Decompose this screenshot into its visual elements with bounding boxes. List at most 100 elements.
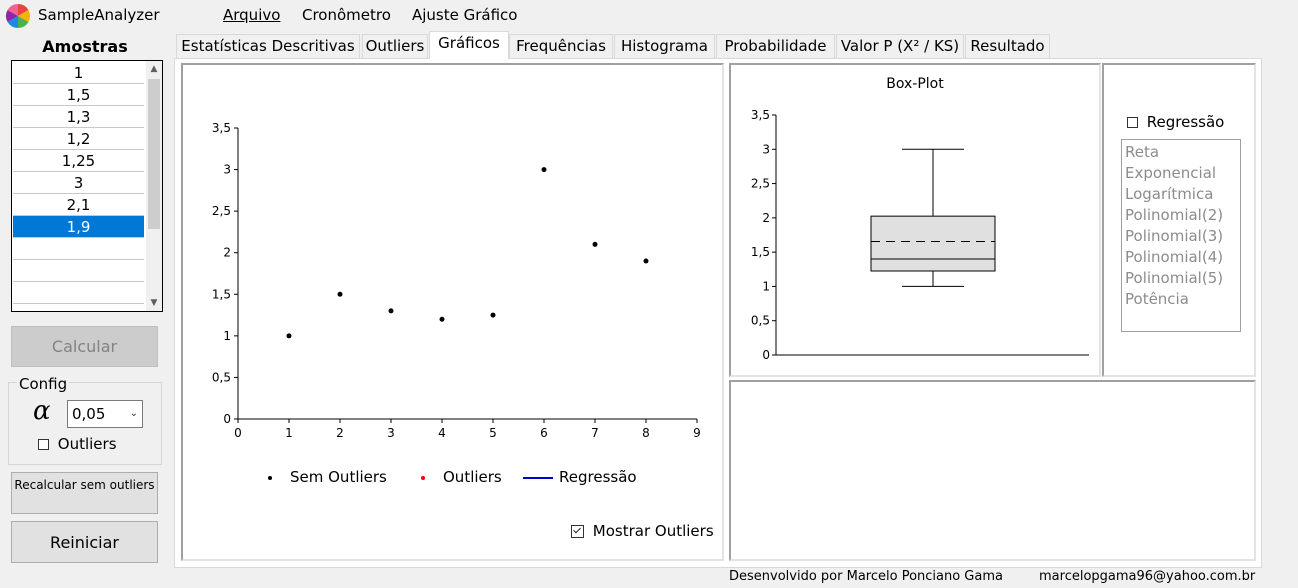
- data-point: [286, 333, 292, 339]
- boxplot-title: Box-Plot: [886, 76, 944, 92]
- tab-valor-p[interactable]: Valor P (X² / KS): [836, 34, 964, 58]
- box-y-tick-label: 1: [762, 279, 770, 293]
- tab-frequencias[interactable]: Frequências: [509, 34, 613, 58]
- footer-credit: Desenvolvido por Marcelo Ponciano Gama: [729, 569, 1003, 584]
- regressao-checkbox-box[interactable]: [1127, 117, 1138, 128]
- data-point: [439, 316, 445, 322]
- x-tick-label: 0: [234, 426, 242, 440]
- alpha-select-value: 0,05: [72, 405, 106, 423]
- samples-title: Amostras: [42, 37, 128, 56]
- tab-probabilidade[interactable]: Probabilidade: [716, 34, 835, 58]
- mostrar-outliers-checkbox[interactable]: Mostrar Outliers: [571, 522, 714, 540]
- footer-email: marcelopgama96@yahoo.com.br: [1039, 569, 1256, 584]
- y-tick-label: 1,5: [212, 287, 231, 301]
- y-tick-label: 3: [223, 163, 231, 177]
- tab-outliers[interactable]: Outliers: [362, 34, 428, 58]
- legend-regressao-label: Regressão: [559, 468, 637, 486]
- regression-option[interactable]: Polinomial(4): [1125, 248, 1224, 266]
- iqr-box: [870, 215, 996, 272]
- menu-arquivo[interactable]: Arquivo: [223, 6, 280, 24]
- scroll-thumb[interactable]: [148, 79, 160, 229]
- box-y-tick-label: 0: [762, 348, 770, 362]
- reiniciar-button[interactable]: Reiniciar: [11, 521, 158, 563]
- regression-option[interactable]: Polinomial(3): [1125, 227, 1224, 245]
- box-y-tick-label: 0,5: [751, 314, 770, 328]
- data-point: [541, 167, 547, 173]
- data-point: [337, 291, 343, 297]
- chevron-down-icon: ⌄: [129, 408, 138, 419]
- tab-resultado[interactable]: Resultado: [965, 34, 1050, 58]
- config-title: Config: [17, 375, 70, 393]
- data-point: [388, 308, 394, 314]
- data-point: [592, 241, 598, 247]
- mostrar-outliers-checkbox-box[interactable]: [571, 525, 584, 538]
- regression-type-list[interactable]: Reta Exponencial Logarítmica Polinomial(2) P…: [1121, 139, 1241, 332]
- x-tick-label: 3: [387, 426, 395, 440]
- outliers-checkbox-box[interactable]: [38, 439, 49, 450]
- box-y-tick-label: 2: [762, 211, 770, 225]
- mostrar-outliers-label: Mostrar Outliers: [592, 522, 714, 540]
- sample-row[interactable]: 3: [13, 172, 144, 194]
- outliers-checkbox[interactable]: Outliers: [38, 435, 117, 453]
- sample-row-empty[interactable]: [13, 282, 144, 304]
- calcular-button[interactable]: Calcular: [11, 326, 158, 367]
- menu-cronometro[interactable]: Cronômetro: [302, 6, 391, 24]
- regressao-checkbox[interactable]: Regressão: [1127, 113, 1224, 131]
- legend-outliers: Outliers: [421, 468, 502, 486]
- recalcular-sem-outliers-button[interactable]: Recalcular sem outliers: [11, 472, 158, 514]
- menu-ajuste-grafico[interactable]: Ajuste Gráfico: [412, 6, 518, 24]
- sample-row-empty[interactable]: [13, 260, 144, 282]
- sample-row[interactable]: 1,2: [13, 128, 144, 150]
- x-tick-label: 4: [438, 426, 446, 440]
- x-tick-label: 1: [285, 426, 293, 440]
- legend-outliers-label: Outliers: [443, 468, 502, 486]
- samples-scrollbar[interactable]: ▲ ▼: [146, 61, 162, 311]
- result-panel: [729, 380, 1256, 561]
- x-tick-label: 2: [336, 426, 344, 440]
- sample-row[interactable]: 1: [13, 62, 144, 84]
- y-tick-label: 1: [223, 329, 231, 343]
- regression-option[interactable]: Polinomial(2): [1125, 206, 1224, 224]
- sample-row[interactable]: 1,3: [13, 106, 144, 128]
- regression-option[interactable]: Exponencial: [1125, 164, 1217, 182]
- box-y-tick-label: 2,5: [751, 177, 770, 191]
- box-y-tick-label: 3,5: [751, 108, 770, 122]
- legend-dot-black-icon: [268, 475, 272, 480]
- sample-row[interactable]: 1,9: [13, 216, 144, 238]
- y-tick-label: 0,5: [212, 370, 231, 384]
- tab-graficos[interactable]: Gráficos: [429, 31, 509, 59]
- x-tick-label: 8: [642, 426, 650, 440]
- scroll-down-icon[interactable]: ▼: [150, 298, 158, 308]
- y-tick-label: 0: [223, 412, 231, 426]
- sample-row[interactable]: 1,5: [13, 84, 144, 106]
- regression-option[interactable]: Potência: [1125, 290, 1189, 308]
- box-y-tick-label: 3: [762, 142, 770, 156]
- app-title: SampleAnalyzer: [38, 6, 160, 24]
- sample-row-empty[interactable]: [13, 238, 144, 260]
- alpha-select[interactable]: 0,05 ⌄: [67, 400, 143, 428]
- x-tick-label: 7: [591, 426, 599, 440]
- scroll-up-icon[interactable]: ▲: [150, 64, 158, 74]
- menu-arquivo-label: Arquivo: [223, 6, 281, 24]
- sample-row[interactable]: 1,25: [13, 150, 144, 172]
- data-point: [643, 258, 649, 264]
- tab-estatisticas-descritivas[interactable]: Estatísticas Descritivas: [176, 34, 360, 58]
- outliers-checkbox-label: Outliers: [57, 435, 117, 453]
- samples-list[interactable]: 1 1,5 1,3 1,2 1,25 3 2,1 1,9 ▲ ▼: [11, 60, 163, 312]
- data-point: [490, 312, 496, 318]
- regression-option[interactable]: Polinomial(5): [1125, 269, 1224, 287]
- legend-sem-outliers: Sem Outliers: [268, 468, 387, 486]
- sample-row[interactable]: 2,1: [13, 194, 144, 216]
- config-group: [8, 382, 162, 465]
- legend-regressao: Regressão: [523, 468, 637, 486]
- legend-line-blue-icon: [523, 476, 553, 479]
- tab-histograma[interactable]: Histograma: [614, 34, 715, 58]
- regression-option[interactable]: Logarítmica: [1125, 185, 1214, 203]
- regression-option[interactable]: Reta: [1125, 143, 1160, 161]
- box-y-tick-label: 1,5: [751, 245, 770, 259]
- y-tick-label: 2,5: [212, 204, 231, 218]
- scatter-chart: 0 0,5 1 1,5 2 2,5 3 3,5 0 1 2 3 4 5 6 7 8 9: [212, 121, 701, 440]
- regressao-checkbox-label: Regressão: [1146, 113, 1225, 131]
- legend-dot-red-icon: [421, 475, 425, 480]
- boxplot-chart: 0 0,5 1 1,5 2 2,5 3 3,5: [751, 108, 1089, 362]
